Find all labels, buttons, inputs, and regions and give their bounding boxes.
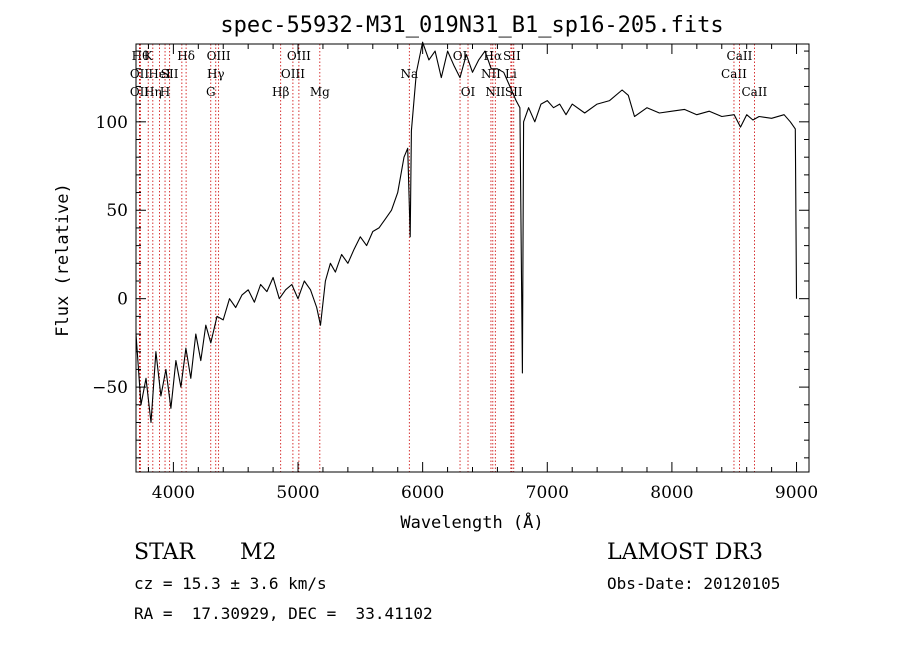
x-tick-label: 4000 [152, 483, 195, 503]
spectral-line-label: OI [453, 49, 468, 63]
spectral-line-label: K [144, 49, 154, 63]
spectral-line-label: OIII [207, 49, 231, 63]
spectral-line-label: Mg [310, 85, 330, 99]
spectral-line-label: OI [461, 85, 476, 99]
spectral-line-label: OIII [281, 67, 305, 81]
spectral-line-label: H [160, 85, 170, 99]
survey-name: LAMOST DR3 [607, 540, 763, 565]
y-tick-label: 100 [96, 113, 128, 133]
spectral-line-label: SII [503, 49, 521, 63]
spectral-line-label: CaII [727, 49, 753, 63]
axis-ticks: 4000 5000 6000 7000 8000 9000 −50 0 50 100 [92, 44, 818, 503]
spectral-line-label: Hδ [177, 49, 195, 63]
spectral-line-label: Hγ [207, 67, 225, 81]
chart-title: spec-55932-M31_019N31_B1_sp16-205.fits [220, 13, 723, 38]
object-subclass: M2 [240, 540, 277, 565]
y-tick-label: −50 [92, 378, 128, 398]
x-tick-label: 7000 [526, 483, 569, 503]
spectral-line-label: CaII [721, 67, 747, 81]
y-tick-label: 50 [106, 201, 128, 221]
spectral-line-label: Hβ [272, 85, 289, 99]
x-tick-label: 6000 [401, 483, 444, 503]
spectral-line-label: NII [485, 85, 505, 99]
coordinates: RA = 17.30929, DEC = 33.41102 [134, 604, 433, 623]
spectral-line-label: SII [161, 67, 179, 81]
spectral-line-label: G [206, 85, 216, 99]
spectral-lines: HθOIIOIIKHηHeIHSIIHδGHγOIIIHβOIIIOIIIMgN… [130, 44, 768, 472]
y-tick-label: 0 [117, 290, 128, 310]
spectral-line-label: Li [505, 67, 517, 81]
object-class: STAR [134, 540, 195, 565]
x-axis-label: Wavelength (Å) [400, 511, 543, 533]
x-tick-label: 9000 [775, 483, 818, 503]
plot-frame [135, 43, 810, 473]
x-tick-label: 8000 [650, 483, 693, 503]
spectral-line-label: CaII [741, 85, 767, 99]
spectral-line-label: OII [130, 67, 150, 81]
y-axis-label: Flux (relative) [53, 183, 73, 337]
series-layer [135, 41, 798, 424]
spectral-line-label: Hη [144, 85, 162, 99]
spectrum-series-line [135, 41, 798, 424]
x-tick-label: 5000 [276, 483, 319, 503]
redshift-cz: cz = 15.3 ± 3.6 km/s [134, 574, 327, 593]
obs-date: Obs-Date: 20120105 [607, 574, 781, 593]
spectral-line-label: HeI [148, 67, 171, 81]
spectral-line-label: NII [481, 67, 501, 81]
spectral-line-label: Na [400, 67, 418, 81]
spectral-line-label: SII [505, 85, 523, 99]
spectral-line-label: OIII [287, 49, 311, 63]
spectral-line-label: OII [130, 85, 150, 99]
